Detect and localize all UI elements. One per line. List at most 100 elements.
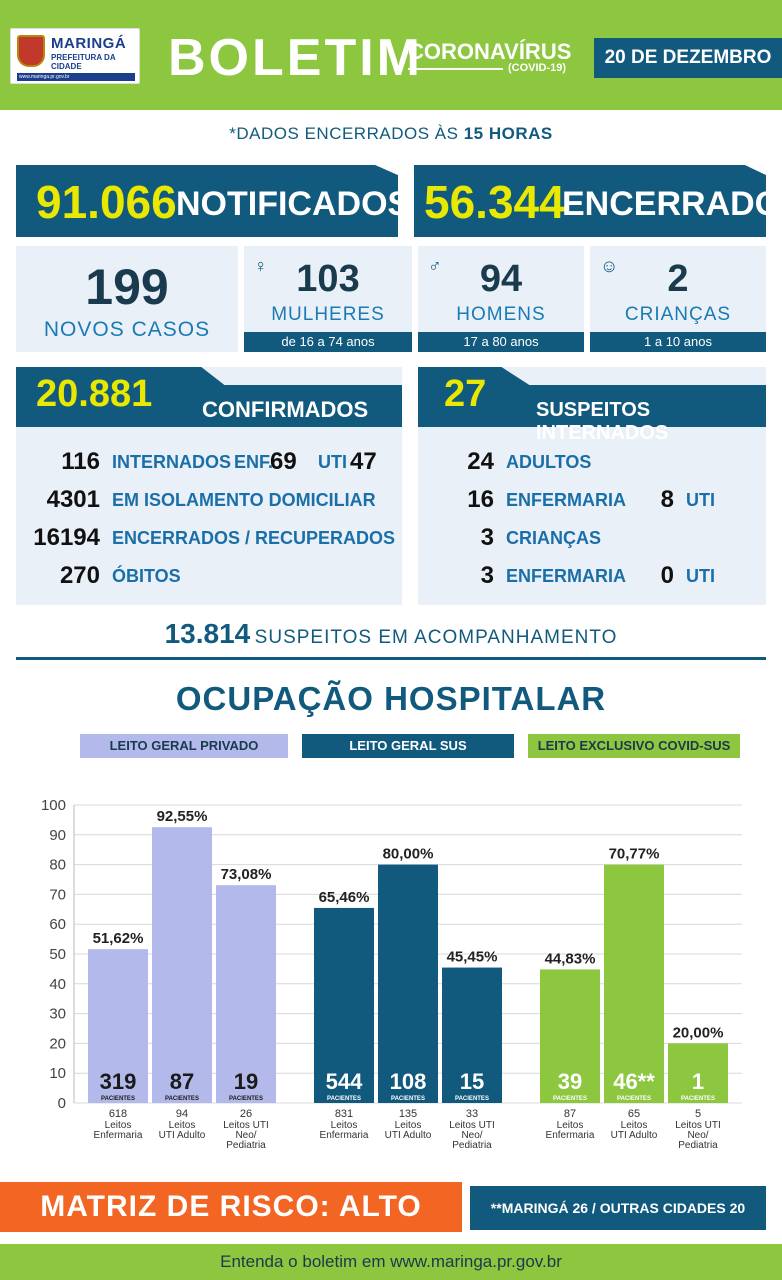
- bar-patients-count: 1: [692, 1069, 704, 1094]
- bar-value-label: 92,55%: [157, 808, 208, 825]
- bar-category-label: Neo/: [235, 1130, 256, 1141]
- bar-category-label: Leitos: [105, 1120, 132, 1131]
- bar: [378, 864, 438, 1103]
- y-tick-label: 100: [41, 797, 66, 814]
- bar-patients-label: PACIENTES: [617, 1096, 651, 1102]
- bar-patients-label: PACIENTES: [391, 1096, 425, 1102]
- bar-value-label: 65,46%: [319, 889, 370, 906]
- y-tick-label: 20: [49, 1035, 66, 1052]
- man-icon: ♂: [428, 256, 442, 276]
- adults-count: 24: [467, 448, 494, 475]
- deaths-count: 270: [59, 562, 100, 589]
- y-tick-label: 70: [49, 886, 66, 903]
- bulletin-date: 20 DE DEZEMBRO: [594, 38, 782, 78]
- deaths-label: ÓBITOS: [112, 566, 181, 586]
- closed-label: ENCERRADOS: [562, 185, 782, 223]
- cutoff-hour: 15 HORAS: [463, 124, 553, 143]
- isolation-label: EM ISOLAMENTO DOMICILIAR: [112, 490, 376, 510]
- bar-category-label: Leitos: [395, 1120, 422, 1131]
- men-card: ♂ 94 HOMENS 17 a 80 anos: [418, 246, 584, 352]
- bar-patients-label: PACIENTES: [455, 1096, 489, 1102]
- bar-patients-count: 39: [558, 1069, 582, 1094]
- bar: [442, 967, 502, 1103]
- bar: [540, 969, 600, 1103]
- icu-count: 47: [350, 448, 377, 475]
- bar-category-label: Leitos UTI: [449, 1120, 495, 1131]
- y-tick-label: 50: [49, 946, 66, 963]
- woman-icon: ♀: [254, 256, 268, 276]
- men-count: 94: [479, 258, 523, 300]
- children-ward-count: 3: [480, 562, 494, 589]
- bar-patients-count: 19: [234, 1069, 258, 1094]
- women-age-range: de 16 a 74 anos: [244, 332, 412, 352]
- bar-category-label: Leitos: [621, 1120, 648, 1131]
- notified-box: 91.066 NOTIFICADOS: [16, 165, 398, 237]
- adult-ward-label: ENFERMARIA: [506, 490, 626, 510]
- bar-category-label: Leitos: [331, 1120, 358, 1131]
- bar-category-label: Leitos UTI: [223, 1120, 269, 1131]
- hospitalized-count: 116: [61, 448, 100, 475]
- bar-patients-label: PACIENTES: [553, 1096, 587, 1102]
- bar: [604, 864, 664, 1103]
- children-count: 2: [667, 258, 689, 300]
- bar-category-label: UTI Adulto: [611, 1130, 658, 1141]
- cities-note: **MARINGÁ 26 / OUTRAS CIDADES 20: [470, 1186, 766, 1230]
- y-tick-label: 30: [49, 1006, 66, 1023]
- children-card: ☺ 2 CRIANÇAS 1 a 10 anos: [590, 246, 766, 352]
- recovered-label: ENCERRADOS / RECUPERADOS: [112, 528, 396, 548]
- bar-patients-count: 87: [170, 1069, 194, 1094]
- logo-subtitle: PREFEITURA DA CIDADE: [51, 53, 116, 71]
- notified-label: NOTIFICADOS: [176, 185, 411, 223]
- bar-value-label: 80,00%: [383, 846, 434, 863]
- occupancy-chart: 0 10 20 30 40 50 60 70 80 90 100 51,62% 319 PACIENTES…: [41, 797, 742, 1151]
- bar-category-label: Pediatria: [452, 1140, 492, 1151]
- new-cases-count: 199: [85, 259, 169, 315]
- isolation-count: 4301: [46, 486, 100, 513]
- y-tick-label: 40: [49, 976, 66, 993]
- bar-category-label: Pediatria: [226, 1140, 266, 1151]
- icu-label: UTI: [318, 452, 347, 472]
- women-count: 103: [296, 258, 360, 300]
- cutoff-prefix: *DADOS ENCERRADOS ÀS: [229, 124, 459, 143]
- closed-count: 56.344: [424, 176, 565, 228]
- occupancy-title: OCUPAÇÃO HOSPITALAR: [175, 680, 607, 717]
- confirmed-section: 20.881 CONFIRMADOS 116 INTERNADOS ENF. 6…: [16, 367, 402, 605]
- confirmed-title: CONFIRMADOS: [202, 397, 369, 422]
- adult-ward-count: 16: [467, 486, 494, 513]
- suspects-row-children-ward: 3 ENFERMARIA 0 UTI: [418, 561, 766, 591]
- logo-site: www.maringa.pr.gov.br: [17, 73, 135, 81]
- bar: [88, 949, 148, 1103]
- bar-category-label: Leitos: [169, 1120, 196, 1131]
- y-tick-label: 60: [49, 916, 66, 933]
- bar: [668, 1043, 728, 1103]
- confirmed-row-isolation: 4301 EM ISOLAMENTO DOMICILIAR: [16, 485, 402, 515]
- monitoring-label: SUSPEITOS EM ACOMPANHAMENTO: [254, 627, 618, 648]
- bar-patients-label: PACIENTES: [165, 1096, 199, 1102]
- new-cases-card: 199 NOVOS CASOS: [16, 246, 238, 352]
- adult-icu-label: UTI: [686, 490, 715, 510]
- children-age-range: 1 a 10 anos: [590, 332, 766, 352]
- children-label: CRIANÇAS: [624, 304, 732, 325]
- bar-value-label: 45,45%: [447, 949, 498, 966]
- topic-title: CORONAVÍRUS: [408, 39, 572, 64]
- bar-patients-label: PACIENTES: [101, 1096, 135, 1102]
- monitoring-summary: 13.814 SUSPEITOS EM ACOMPANHAMENTO: [0, 618, 782, 650]
- bar-patients-label: PACIENTES: [229, 1096, 263, 1102]
- bar-category-label: UTI Adulto: [385, 1130, 432, 1141]
- y-tick-label: 90: [49, 827, 66, 844]
- recovered-count: 16194: [33, 524, 100, 551]
- ward-label: ENF.: [234, 452, 274, 472]
- adult-icu-count: 8: [660, 486, 674, 513]
- confirmed-row-recovered: 16194 ENCERRADOS / RECUPERADOS: [16, 523, 402, 553]
- bar-category-label: Neo/: [461, 1130, 482, 1141]
- bar-beds-count: 135: [399, 1108, 417, 1120]
- bar-beds-count: 87: [564, 1108, 576, 1120]
- footer-link[interactable]: Entenda o boletim em www.maringa.pr.gov.…: [0, 1244, 782, 1280]
- bar-category-label: UTI Adulto: [159, 1130, 206, 1141]
- adults-label: ADULTOS: [506, 452, 592, 472]
- group-header-private: LEITO GERAL PRIVADO: [80, 734, 288, 758]
- baby-icon: ☺: [600, 256, 619, 276]
- data-cutoff-note: *DADOS ENCERRADOS ÀS 15 HORAS: [0, 124, 782, 144]
- bar-beds-count: 26: [240, 1108, 252, 1120]
- bar-value-label: 73,08%: [221, 866, 272, 883]
